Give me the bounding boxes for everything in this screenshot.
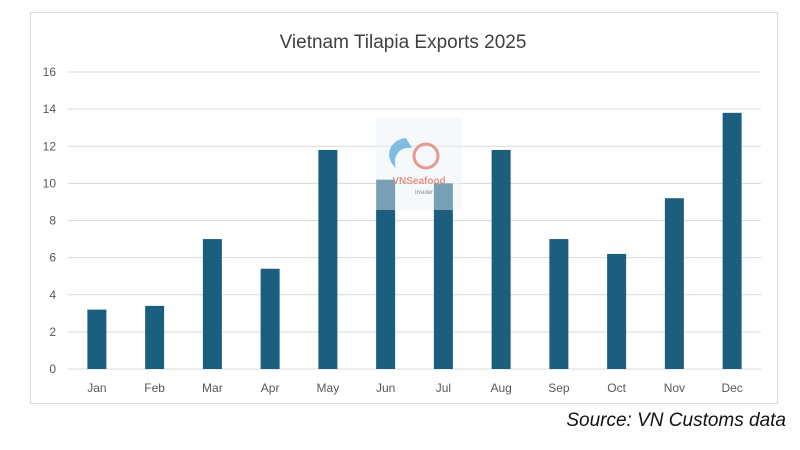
chart-title: Vietnam Tilapia Exports 2025	[280, 32, 527, 53]
bar-sep	[549, 239, 569, 369]
bar-apr	[260, 268, 280, 369]
y-tick-label: 4	[49, 288, 56, 302]
bar-mar	[202, 239, 222, 369]
bar-feb	[145, 305, 165, 369]
x-tick-label: Mar	[202, 381, 223, 395]
y-tick-label: 6	[49, 251, 56, 265]
bar-jan	[87, 309, 107, 369]
x-tick-label: Jan	[87, 381, 106, 395]
source-note: Source: VN Customs data	[566, 410, 786, 431]
x-tick-label: Oct	[607, 381, 626, 395]
x-tick-label: Feb	[144, 381, 165, 395]
x-tick-label: Apr	[261, 381, 280, 395]
bar-aug	[491, 149, 511, 369]
y-tick-label: 16	[43, 65, 57, 79]
shrimp-icon	[412, 142, 440, 170]
x-tick-label: Dec	[721, 381, 742, 395]
y-tick-label: 0	[49, 362, 56, 376]
x-tick-label: Jun	[376, 381, 395, 395]
watermark-sub: Insider	[415, 190, 433, 196]
bar-oct	[607, 253, 627, 369]
bar-jul	[433, 183, 453, 369]
y-tick-label: 8	[49, 214, 56, 228]
watermark-brand: VNSeafood	[392, 176, 445, 187]
x-tick-label: Jul	[436, 381, 451, 395]
bars	[87, 112, 742, 370]
y-tick-label: 10	[43, 176, 57, 190]
y-tick-label: 12	[43, 139, 57, 153]
bar-chart: Vietnam Tilapia Exports 2025 0 2 4 6 8 10 12 14…	[43, 32, 761, 395]
x-tick-label: Nov	[664, 381, 685, 395]
y-tick-label: 14	[43, 102, 57, 116]
x-tick-label: Sep	[548, 381, 570, 395]
x-tick-label: May	[317, 381, 340, 395]
bar-nov	[664, 198, 684, 369]
gridlines	[68, 71, 761, 370]
chart-frame: Vietnam Tilapia Exports 2025 0 2 4 6 8 10 12 14…	[30, 12, 778, 404]
y-tick-label: 2	[49, 325, 56, 339]
x-tick-label: Aug	[490, 381, 511, 395]
bar-dec	[722, 112, 742, 370]
wave-icon	[389, 138, 412, 168]
vnseafood-watermark-logo: VNSeafood Insider	[376, 118, 462, 210]
bar-jun	[376, 179, 396, 369]
x-axis-ticks: Jan Feb Mar Apr May Jun Jul Aug Sep Oct Nov Dec	[87, 381, 743, 395]
bar-may	[318, 149, 338, 369]
y-axis-ticks: 0 2 4 6 8 10 12 14 16	[43, 65, 57, 376]
